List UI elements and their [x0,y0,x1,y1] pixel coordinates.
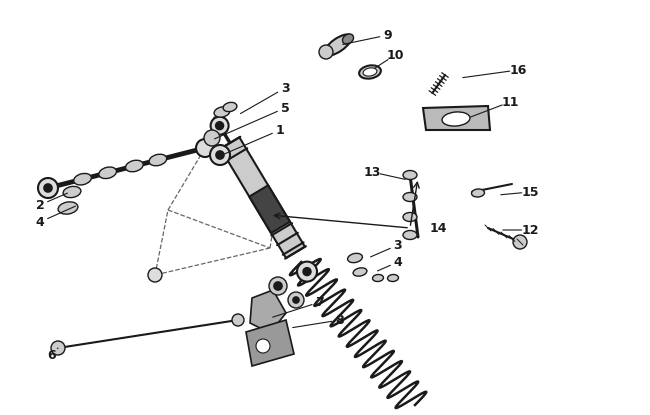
Circle shape [269,277,287,295]
Circle shape [293,297,299,303]
Circle shape [288,292,304,308]
Circle shape [274,282,282,290]
Text: 6: 6 [47,349,57,361]
Ellipse shape [359,65,381,79]
Circle shape [148,268,162,282]
Ellipse shape [63,186,81,198]
Circle shape [196,139,214,157]
Circle shape [44,184,52,192]
Ellipse shape [403,230,417,239]
Polygon shape [423,106,490,130]
Text: 14: 14 [429,222,447,234]
Text: 5: 5 [281,102,289,115]
Text: 11: 11 [501,95,519,108]
Ellipse shape [324,34,352,56]
Polygon shape [220,137,305,258]
Circle shape [319,45,333,59]
Circle shape [297,261,317,282]
Ellipse shape [214,107,230,117]
Circle shape [216,122,224,129]
Ellipse shape [387,274,398,281]
Ellipse shape [363,68,377,76]
Text: 15: 15 [521,186,539,198]
Ellipse shape [348,253,363,263]
Text: 10: 10 [386,49,404,61]
Circle shape [216,151,224,159]
Ellipse shape [403,193,417,202]
Circle shape [51,341,65,355]
Ellipse shape [471,189,484,197]
Text: 7: 7 [316,295,324,308]
Ellipse shape [353,268,367,276]
Ellipse shape [149,154,167,166]
Ellipse shape [125,160,143,172]
Text: 9: 9 [384,29,393,42]
Text: 8: 8 [335,313,345,327]
Text: 12: 12 [521,224,539,237]
Text: 4: 4 [394,256,402,269]
Text: 13: 13 [363,166,381,178]
Circle shape [38,178,58,198]
Ellipse shape [73,173,92,185]
Ellipse shape [372,274,384,281]
Text: 4: 4 [36,215,44,229]
Text: 2: 2 [36,198,44,212]
Circle shape [210,145,230,165]
Polygon shape [250,290,286,333]
Polygon shape [246,320,294,366]
Ellipse shape [343,34,354,44]
Ellipse shape [58,202,78,214]
Text: 1: 1 [276,124,285,137]
Circle shape [211,117,229,135]
Ellipse shape [403,171,417,180]
Circle shape [232,314,244,326]
Circle shape [204,130,220,146]
Text: 3: 3 [394,239,402,251]
Ellipse shape [99,167,116,178]
Text: 16: 16 [510,63,526,76]
Circle shape [513,235,527,249]
Circle shape [256,339,270,353]
Ellipse shape [223,103,237,112]
Ellipse shape [403,212,417,222]
Polygon shape [249,186,290,233]
Text: 3: 3 [281,81,289,95]
Circle shape [303,268,311,276]
Ellipse shape [442,112,470,126]
